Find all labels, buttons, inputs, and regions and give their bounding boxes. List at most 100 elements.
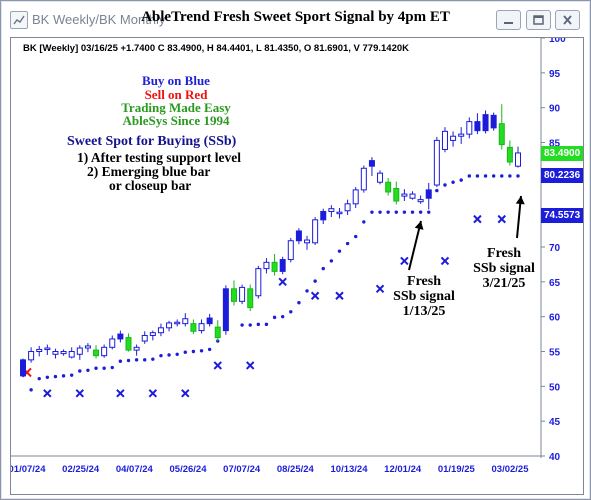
- sweet-spot-rule-3: or closeup bar: [109, 178, 192, 193]
- y-tick-label: 70: [549, 243, 561, 254]
- support-dot: [418, 210, 423, 214]
- y-tick-label: 90: [549, 104, 561, 115]
- support-dot: [159, 353, 163, 358]
- support-dot: [491, 174, 496, 178]
- close-icon: [563, 15, 572, 25]
- candle-body: [36, 348, 43, 353]
- stop-x-mark: [213, 361, 222, 370]
- price-chart[interactable]: 40455055606570758085909510001/07/2402/25…: [11, 38, 583, 494]
- candle-body: [506, 146, 513, 163]
- close-button[interactable]: [555, 10, 580, 30]
- y-tick-label: 55: [549, 348, 561, 359]
- support-dot: [69, 373, 74, 377]
- price-tag-0: 83.4900: [541, 145, 583, 161]
- signal-arrow-mar-head: [515, 196, 525, 205]
- candle-body: [425, 189, 432, 199]
- sweet-spot-title: Sweet Spot for Buying (SSb): [67, 134, 237, 149]
- support-dot: [313, 279, 317, 283]
- restore-icon: [533, 15, 544, 25]
- support-dot: [305, 289, 309, 293]
- candle-body: [247, 288, 254, 309]
- support-dot: [118, 359, 123, 363]
- x-tick-label: 02/25/24: [62, 464, 100, 475]
- stop-x-mark: [497, 214, 506, 224]
- support-dot: [272, 315, 277, 320]
- y-tick-label: 40: [549, 452, 561, 463]
- candle-body: [214, 326, 221, 339]
- candle-body: [230, 288, 237, 302]
- support-dot: [289, 310, 293, 314]
- legend-buy-on-blue: Buy on Blue: [142, 73, 210, 88]
- stop-x-mark: [116, 389, 125, 398]
- stop-x-mark: [246, 361, 255, 370]
- candle-body: [198, 323, 205, 332]
- stop-x-mark: [440, 256, 450, 266]
- support-dot: [29, 388, 33, 392]
- candle-body: [295, 230, 302, 242]
- minimize-button[interactable]: [496, 10, 521, 30]
- support-dot: [94, 366, 98, 370]
- stop-x-mark: [75, 389, 85, 398]
- candle-body: [336, 211, 343, 215]
- annotation-mar-signal: Fresh SSb signal 3/21/25: [468, 246, 540, 291]
- candle-body: [239, 286, 246, 302]
- support-dot: [264, 322, 269, 327]
- support-dot: [53, 374, 58, 379]
- support-dot: [78, 369, 82, 373]
- candle-body: [174, 321, 181, 325]
- candle-body: [157, 327, 164, 334]
- candle-body: [141, 334, 148, 342]
- chart-area[interactable]: 40455055606570758085909510001/07/2402/25…: [10, 37, 584, 495]
- candle-body: [20, 359, 26, 377]
- support-dot: [256, 322, 261, 327]
- annotation-jan-line-2: SSb signal: [393, 289, 455, 304]
- candle-body: [377, 172, 384, 183]
- candle-body: [417, 199, 424, 203]
- signal-arrow-jan-head: [414, 221, 424, 230]
- support-dot: [134, 358, 139, 362]
- x-tick-label: 10/13/24: [331, 464, 369, 475]
- candle-body: [393, 187, 400, 202]
- candle-body: [263, 261, 270, 270]
- candle-body: [368, 160, 375, 167]
- stop-x-mark: [278, 277, 287, 287]
- window-tab-label[interactable]: BK Weekly/BK Monthly: [32, 12, 166, 27]
- candle-body: [109, 338, 116, 348]
- y-tick-label: 60: [549, 313, 561, 324]
- annotation-jan-signal: Fresh SSb signal 1/13/25: [389, 274, 459, 319]
- chart-app-icon[interactable]: [10, 11, 28, 29]
- candle-body: [433, 139, 440, 186]
- support-dot: [143, 358, 147, 362]
- support-dot: [427, 210, 431, 214]
- stop-x-mark: [473, 214, 482, 224]
- price-tag-2: 74.5573: [541, 207, 583, 223]
- candle-body: [125, 337, 132, 351]
- support-dot: [280, 314, 285, 319]
- candle-body: [385, 181, 392, 193]
- support-dot: [483, 174, 488, 178]
- y-tick-label: 65: [549, 278, 561, 289]
- stop-x-mark: [310, 291, 320, 300]
- sweet-spot-rule-2: 2) Emerging blue bar: [87, 164, 211, 179]
- support-dot: [508, 174, 512, 178]
- support-dot: [175, 352, 179, 356]
- stop-x-mark: [181, 389, 190, 398]
- support-dot: [475, 174, 480, 178]
- maximize-button[interactable]: [526, 10, 551, 30]
- support-dot: [37, 376, 41, 381]
- candle-body: [149, 332, 156, 336]
- candle-body: [44, 347, 51, 351]
- support-dot: [435, 188, 439, 193]
- candle-body: [68, 351, 75, 358]
- signal-arrow-jan: [408, 220, 422, 271]
- candle-body: [182, 318, 189, 325]
- support-dot: [345, 241, 350, 246]
- support-dot: [102, 366, 106, 370]
- candle-body: [60, 351, 67, 355]
- support-dot: [378, 210, 382, 214]
- stop-x-mark: [335, 291, 344, 300]
- candle-body: [344, 203, 351, 212]
- stop-x-mark: [400, 256, 409, 266]
- candle-body: [312, 219, 319, 244]
